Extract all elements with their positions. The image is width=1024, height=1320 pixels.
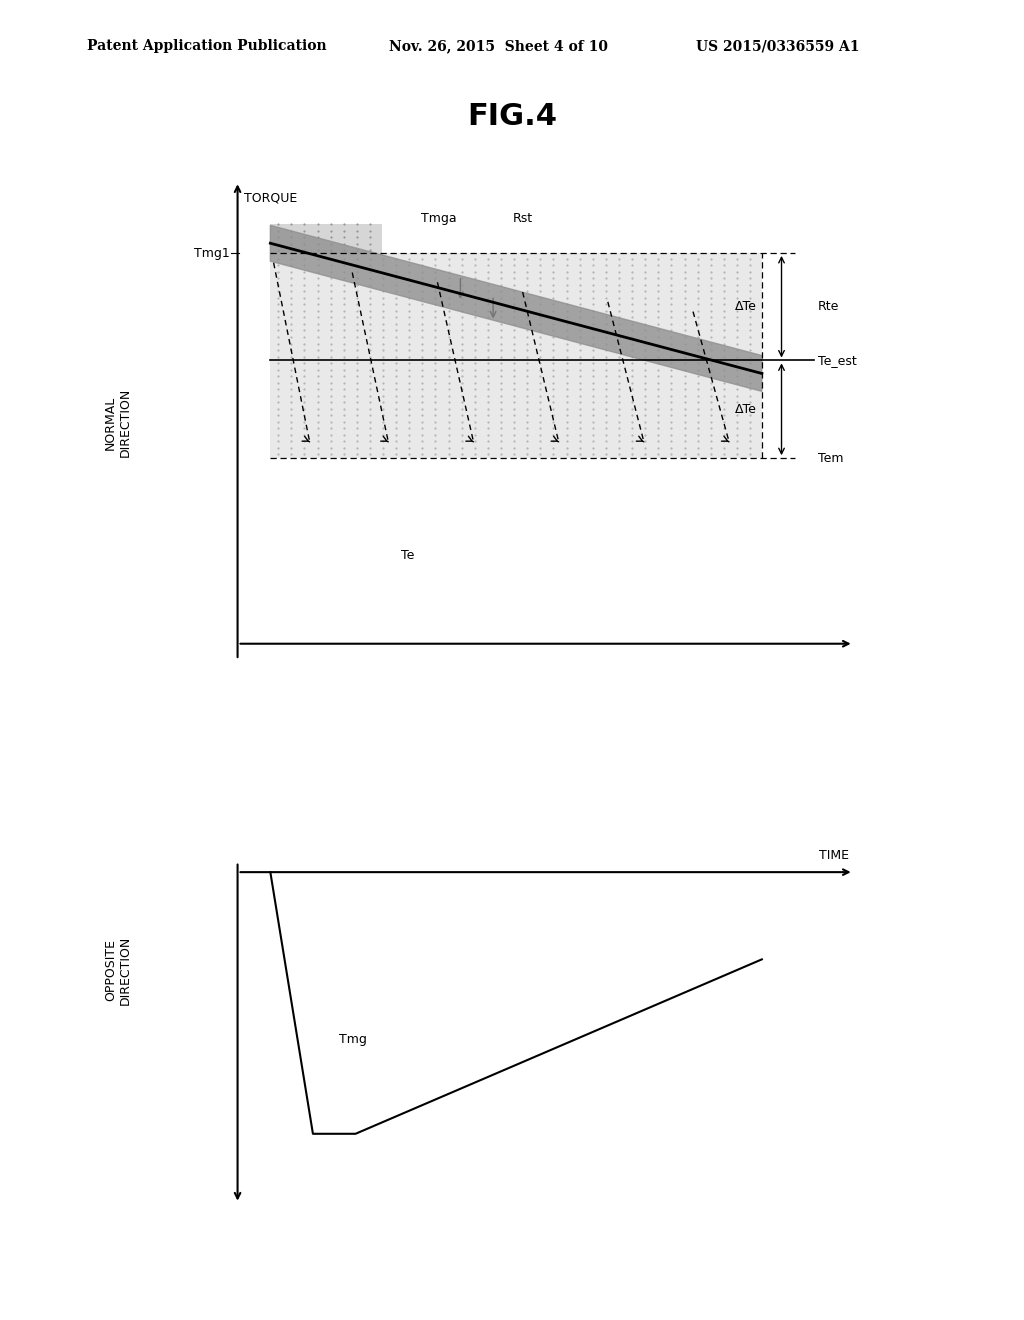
Text: Tmga: Tmga	[421, 213, 457, 226]
Text: Patent Application Publication: Patent Application Publication	[87, 40, 327, 53]
Text: OPPOSITE
DIRECTION: OPPOSITE DIRECTION	[103, 936, 132, 1005]
Bar	[270, 253, 762, 458]
Text: ΔTe: ΔTe	[734, 300, 757, 313]
Text: Rte: Rte	[817, 300, 839, 313]
Text: ΔTe: ΔTe	[734, 403, 757, 416]
Text: Nov. 26, 2015  Sheet 4 of 10: Nov. 26, 2015 Sheet 4 of 10	[389, 40, 608, 53]
Polygon shape	[270, 226, 762, 391]
Text: Tem: Tem	[817, 451, 843, 465]
Text: Rst: Rst	[513, 213, 532, 226]
Text: US 2015/0336559 A1: US 2015/0336559 A1	[696, 40, 860, 53]
Text: TIME: TIME	[819, 849, 849, 862]
Text: Tmg1: Tmg1	[194, 247, 229, 260]
Text: TORQUE: TORQUE	[244, 191, 297, 205]
Text: FIG.4: FIG.4	[467, 103, 557, 132]
Text: Te: Te	[401, 549, 415, 562]
Text: NORMAL
DIRECTION: NORMAL DIRECTION	[103, 388, 132, 457]
Text: Te_est: Te_est	[817, 354, 856, 367]
Bar	[270, 223, 382, 253]
Text: Tmg: Tmg	[339, 1034, 367, 1045]
